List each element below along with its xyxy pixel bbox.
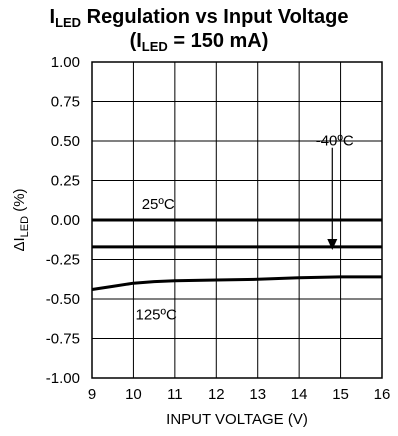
y-label-suffix: (%): [11, 188, 28, 216]
x-tick-label-0: 9: [88, 386, 96, 403]
title-subscript: LED: [55, 15, 82, 30]
y-tick-labels: 1.00 0.75 0.50 0.25 0.00 -0.25 -0.50 -0.75 -1.00: [46, 54, 80, 387]
x-tick-label-2: 11: [167, 386, 183, 403]
y-tick-label-3: 0.25: [51, 173, 80, 190]
y-tick-label-6: -0.50: [46, 291, 80, 308]
annotation-label-0: 25ºC: [142, 196, 175, 213]
y-label-prefix: ΔI: [11, 237, 28, 251]
title-rest: Regulation vs Input Voltage: [81, 6, 349, 28]
y-tick-label-4: 0.00: [51, 212, 80, 229]
x-tick-label-4: 13: [249, 386, 266, 403]
annotations: 25ºC -40ºC 125ºC: [136, 133, 354, 324]
y-tick-label-1: 0.75: [51, 94, 80, 111]
y-label-subscript: LED: [19, 216, 31, 237]
x-tick-label-3: 12: [208, 386, 225, 403]
annotation-label-2: 125ºC: [136, 307, 178, 324]
x-tick-label-7: 16: [374, 386, 391, 403]
x-axis-label: INPUT VOLTAGE (V): [166, 411, 308, 428]
y-tick-label-7: -0.75: [46, 331, 80, 348]
chart-title-line-1: ILED Regulation vs Input Voltage: [0, 6, 398, 30]
x-tick-label-1: 10: [125, 386, 142, 403]
title-main: I: [49, 6, 56, 28]
x-tick-labels: 9 10 11 12 13 14 15 16: [88, 386, 391, 403]
series-lines: [91, 218, 382, 291]
series-line-2: [91, 275, 382, 291]
y-tick-label-2: 0.50: [51, 133, 80, 150]
annotation-arrow-head-1: [327, 239, 338, 251]
x-tick-label-5: 14: [291, 386, 308, 403]
subtitle-rest: = 150 mA): [167, 30, 269, 52]
y-tick-label-5: -0.25: [46, 252, 80, 269]
y-axis-label: ΔILED (%): [11, 188, 31, 251]
x-tick-label-6: 15: [332, 386, 349, 403]
chart-title-line-2: (ILED = 150 mA): [0, 30, 398, 54]
y-tick-label-0: 1.00: [51, 54, 80, 71]
subtitle-subscript: LED: [141, 39, 168, 54]
y-tick-label-8: -1.00: [46, 370, 80, 387]
annotation-label-1: -40ºC: [316, 133, 354, 150]
subtitle-open: (I: [129, 30, 142, 52]
